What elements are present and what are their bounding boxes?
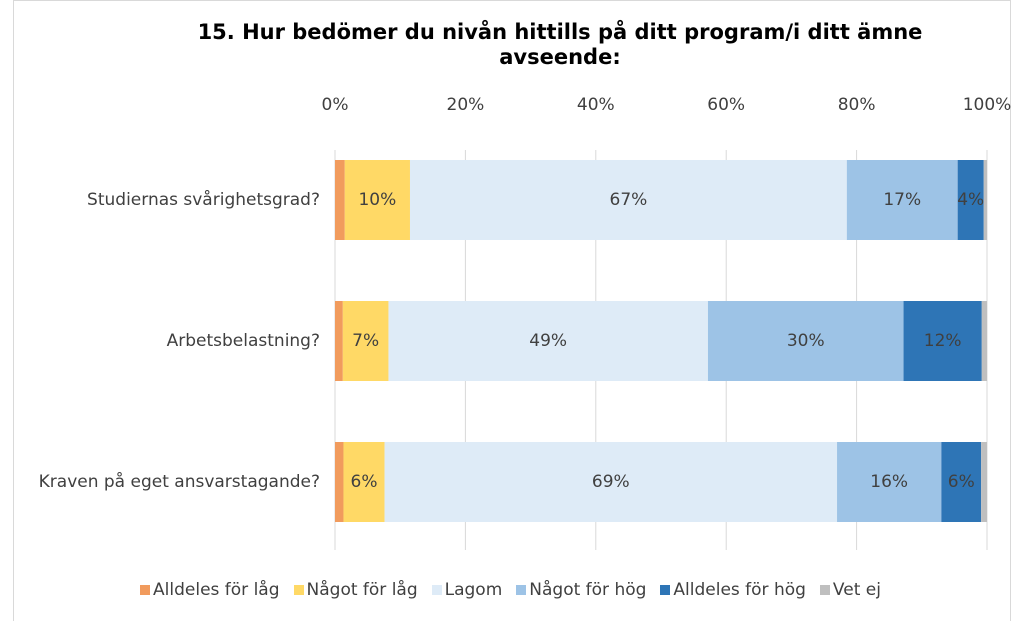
legend-item: Något för låg <box>293 580 418 600</box>
y-tick-label: Kraven på eget ansvarstagande? <box>39 471 320 492</box>
bar-segment <box>903 301 982 381</box>
legend-item: Något för hög <box>516 580 646 600</box>
x-tick-label: 60% <box>707 95 745 115</box>
y-tick-label: Arbetsbelastning? <box>167 331 320 351</box>
bar-segment <box>981 301 987 381</box>
legend-swatch <box>140 585 151 595</box>
bar-segment <box>335 160 345 240</box>
bar-segment <box>837 442 942 522</box>
x-tick-label: 80% <box>838 95 876 115</box>
bar-segment <box>409 160 847 240</box>
data-label: 69% <box>592 472 630 492</box>
bar-segment <box>335 301 343 381</box>
bar-segment <box>343 442 385 522</box>
legend-label: Vet ej <box>832 580 881 600</box>
bar-segment <box>981 442 987 522</box>
legend-swatch <box>431 585 442 595</box>
bar-segment <box>941 442 982 522</box>
bar-segment <box>342 301 389 381</box>
data-label: 49% <box>529 331 567 351</box>
legend-swatch <box>293 585 304 595</box>
data-label: 10% <box>358 190 396 210</box>
legend-item: Lagom <box>431 580 503 600</box>
legend-label: Alldeles för låg <box>153 580 280 600</box>
bar-segment <box>335 442 344 522</box>
legend-swatch <box>516 585 527 595</box>
legend: Alldeles för låg Något för låg Lagom Något … <box>0 580 1021 600</box>
y-tick-label: Studiernas svårighetsgrad? <box>87 189 320 210</box>
legend-label: Något för hög <box>529 580 647 600</box>
x-tick-label: 0% <box>322 95 349 115</box>
x-tick-label: 40% <box>577 95 615 115</box>
legend-label: Något för låg <box>306 580 418 600</box>
chart-border <box>13 0 1011 621</box>
data-label: 17% <box>883 190 921 210</box>
legend-label: Lagom <box>444 580 503 600</box>
legend-item: Alldeles för hög <box>660 580 806 600</box>
bar-segment <box>707 301 904 381</box>
legend-item: Vet ej <box>819 580 881 600</box>
bar-segment <box>344 160 410 240</box>
bar-segment <box>957 160 984 240</box>
data-label: 6% <box>948 472 975 492</box>
x-tick-label: 20% <box>447 95 485 115</box>
bar-segment <box>388 301 708 381</box>
data-label: 30% <box>787 331 825 351</box>
bar-segment <box>983 160 987 240</box>
data-label: 6% <box>351 472 378 492</box>
data-label: 12% <box>924 331 962 351</box>
legend-swatch <box>819 585 830 595</box>
legend-label: Alldeles för hög <box>673 580 806 600</box>
data-label: 7% <box>352 331 379 351</box>
data-label: 4% <box>957 190 984 210</box>
chart-title: 15. Hur bedömer du nivån hittills på dit… <box>197 20 923 69</box>
data-label: 16% <box>870 472 908 492</box>
legend-swatch <box>660 585 671 595</box>
legend-item: Alldeles för låg <box>140 580 280 600</box>
bar-segment <box>846 160 958 240</box>
data-label: 67% <box>610 190 648 210</box>
bar-segment <box>384 442 838 522</box>
x-tick-label: 100% <box>963 95 1012 115</box>
